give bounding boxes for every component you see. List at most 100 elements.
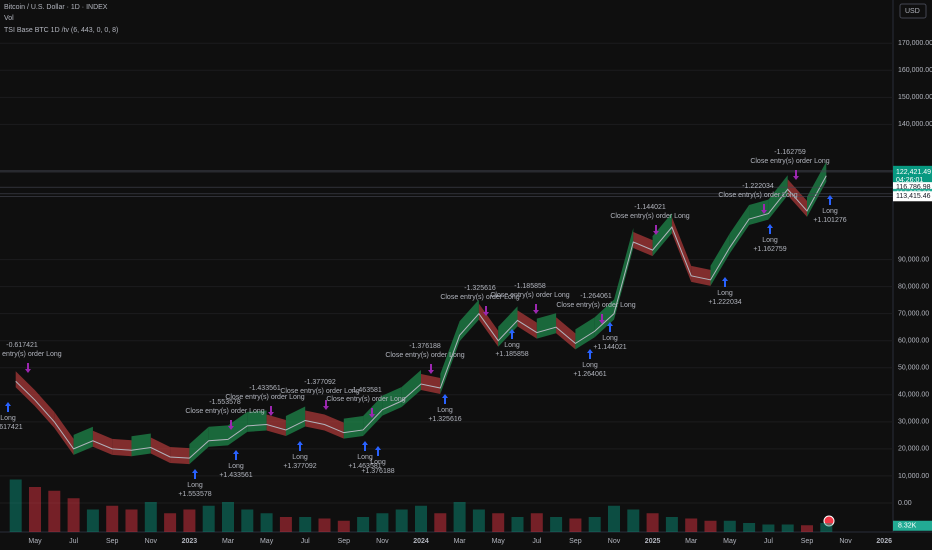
x-tick-label: 2025 (645, 538, 661, 545)
countdown-label: 04:26:01 (896, 177, 923, 184)
y-tick-label: 0.00 (898, 500, 912, 507)
volume-bar (608, 505, 620, 532)
entry-arrow (587, 349, 593, 359)
price-line (15, 175, 827, 459)
volume-bar (106, 505, 119, 532)
x-tick-label: May (723, 538, 737, 545)
volume-bar (241, 509, 254, 532)
volume-bar (395, 509, 408, 532)
entry-pnl: +1.144021 (593, 344, 626, 351)
volume-bar (260, 513, 273, 532)
volume-bar (279, 517, 292, 532)
volume-bar (820, 523, 833, 532)
exit-arrow (25, 363, 31, 373)
exit-label: Close entry(s) order Long (440, 294, 519, 301)
exit-label: Close entry(s) order Long (490, 292, 569, 299)
entry-arrow (362, 441, 368, 451)
y-tick-label: 20,000.00 (898, 446, 929, 453)
cloud (787, 179, 807, 217)
volume-bar (125, 509, 138, 532)
x-tick-label: Jul (301, 538, 310, 545)
volume-bar (29, 487, 41, 532)
price-tag-label: 122,421.49 (896, 169, 931, 176)
x-tick-label: Nov (145, 538, 158, 545)
volume-bar (48, 490, 61, 532)
cloud (536, 313, 557, 339)
entry-label: Long (762, 237, 778, 244)
entry-arrow (509, 329, 515, 339)
exit-label: Close entry(s) order Long (185, 408, 264, 415)
exit-label: Close entry(s) order Long (385, 352, 464, 359)
exit-arrow (228, 420, 234, 430)
exit-arrow (483, 306, 489, 316)
currency-button[interactable] (899, 3, 927, 19)
volume-bar (743, 523, 756, 532)
y-tick-label: 80,000.00 (898, 283, 929, 290)
cloud (633, 232, 653, 257)
entry-pnl: +1.222034 (708, 299, 741, 306)
volume-bar (472, 509, 485, 532)
entry-arrow (233, 450, 239, 460)
entry-arrow (5, 402, 11, 412)
entry-label: Long (582, 362, 598, 369)
price-tag-label: 113,415.46 (896, 193, 931, 200)
exit-pnl: -1.433561 (249, 385, 281, 392)
price-tag (893, 182, 932, 193)
volume-bar (222, 502, 234, 532)
y-tick-label: 10,000.00 (898, 473, 929, 480)
entry-pnl: +1.553578 (178, 491, 211, 498)
cloud (729, 205, 750, 254)
exit-arrow (428, 364, 434, 374)
volume-tag (893, 520, 932, 531)
x-tick-label: Nov (608, 538, 621, 545)
volume-bar (357, 517, 370, 532)
cloud (401, 369, 421, 408)
cloud (421, 373, 441, 395)
volume-bar (318, 518, 331, 532)
y-tick-label: 70,000.00 (898, 311, 929, 318)
entry-arrow (767, 224, 773, 234)
entry-label: Long (228, 463, 244, 470)
volume-bar (627, 509, 640, 532)
entry-pnl: +1.162759 (753, 246, 786, 253)
cloud (710, 233, 730, 286)
exit-label: Close entry(s) order Long (556, 302, 635, 309)
cloud (671, 217, 692, 282)
x-tick-label: May (28, 538, 42, 545)
cloud (575, 317, 595, 350)
entry-pnl: +1.433561 (219, 472, 252, 479)
x-tick-label: Mar (454, 538, 467, 545)
volume-bar (781, 524, 794, 532)
cloud (305, 410, 325, 431)
exit-label: Close entry(s) order Long (750, 158, 829, 165)
volume-label: Vol (4, 15, 14, 22)
volume-bar (453, 502, 466, 532)
exit-pnl: -1.162759 (774, 149, 806, 156)
cloud (478, 303, 499, 347)
entry-arrow (297, 441, 303, 451)
x-tick-label: Jul (69, 538, 78, 545)
entry-label: Long (822, 208, 838, 215)
countdown-tag (893, 175, 932, 185)
cloud (54, 411, 74, 455)
entry-pnl: +1.185858 (495, 351, 528, 358)
volume-bar (434, 513, 447, 532)
cloud (189, 426, 209, 465)
indicator-label: TSI Base BTC 1D /tv (6, 443, 0, 0, 8) (4, 27, 118, 34)
entry-label: Long (504, 342, 520, 349)
logo (823, 515, 835, 527)
entry-pnl: 0.617421 (0, 424, 23, 431)
entry-arrow (722, 277, 728, 287)
cloud (15, 371, 35, 407)
entry-label: Long (0, 415, 16, 422)
volume-tag-label: 8.32K (898, 523, 917, 530)
x-tick-label: Sep (338, 538, 351, 545)
price-tag-label: 116,786.98 (896, 184, 931, 191)
volume-bar (723, 520, 736, 532)
cloud (556, 317, 576, 350)
volume-bar (569, 518, 582, 532)
currency-label[interactable]: USD (905, 8, 920, 15)
x-tick-label: 2023 (182, 538, 198, 545)
y-tick-label: 140,000.00 (898, 121, 932, 128)
